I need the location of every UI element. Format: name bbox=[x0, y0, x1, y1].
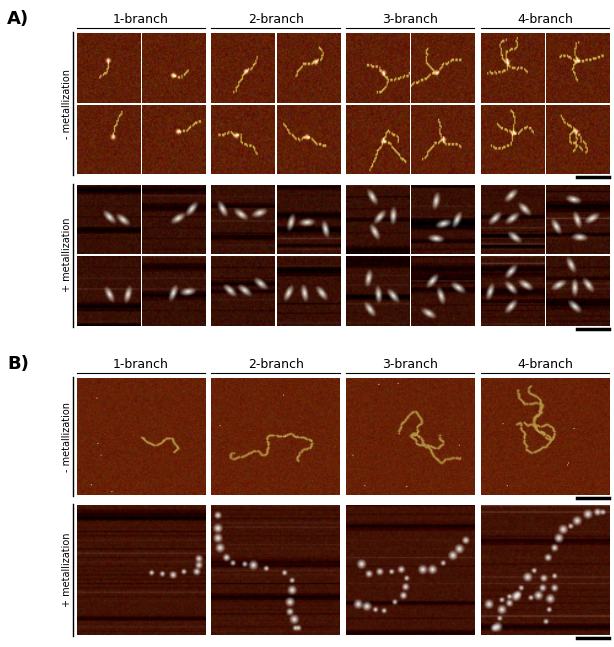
Text: 4-branch: 4-branch bbox=[517, 13, 573, 26]
Text: - metallization: - metallization bbox=[62, 69, 72, 139]
Text: 4-branch: 4-branch bbox=[517, 358, 573, 371]
Text: 3-branch: 3-branch bbox=[383, 358, 438, 371]
Text: 2-branch: 2-branch bbox=[247, 13, 303, 26]
Text: 2-branch: 2-branch bbox=[247, 358, 303, 371]
Text: + metallization: + metallization bbox=[62, 218, 72, 292]
Text: 1-branch: 1-branch bbox=[113, 358, 169, 371]
Text: 1-branch: 1-branch bbox=[113, 13, 169, 26]
Text: - metallization: - metallization bbox=[62, 402, 72, 472]
Text: + metallization: + metallization bbox=[62, 533, 72, 608]
Text: 3-branch: 3-branch bbox=[383, 13, 438, 26]
Text: A): A) bbox=[7, 10, 29, 28]
Text: B): B) bbox=[7, 355, 29, 373]
